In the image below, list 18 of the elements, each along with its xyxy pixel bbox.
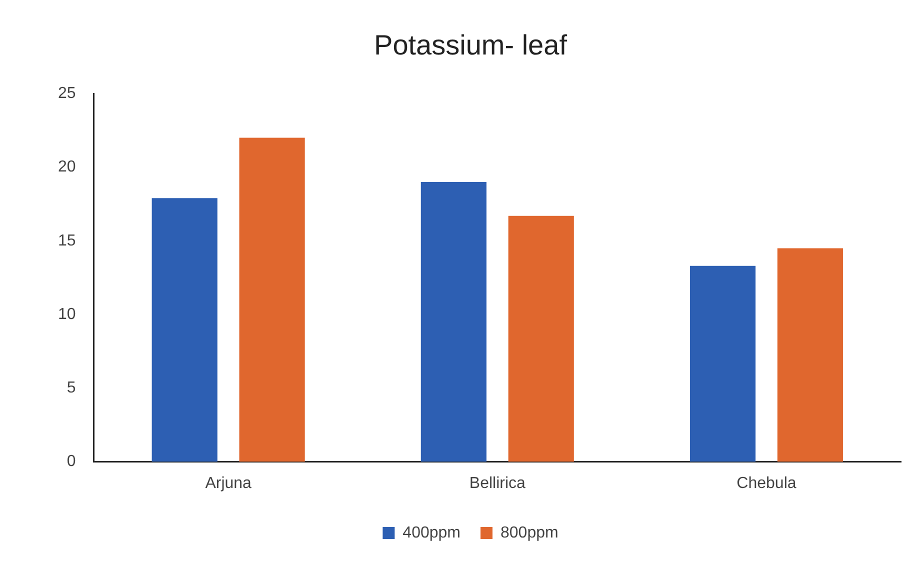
y-tick-label: 20 xyxy=(58,158,76,176)
bar xyxy=(420,182,486,462)
y-tick-label: 0 xyxy=(66,453,76,470)
y-tick-label: 5 xyxy=(66,380,76,397)
bar xyxy=(690,266,756,462)
legend-label: 800ppm xyxy=(500,524,558,542)
y-tick-label: 25 xyxy=(58,85,76,102)
legend-label: 400ppm xyxy=(402,524,461,542)
x-tick-label: Chebula xyxy=(736,474,796,492)
y-tick-label: 10 xyxy=(58,306,76,323)
bar xyxy=(508,216,574,462)
x-tick-label: Bellirica xyxy=(469,474,526,492)
bar xyxy=(239,138,305,462)
x-tick-label: Arjuna xyxy=(205,474,252,492)
bar xyxy=(777,248,843,462)
bar xyxy=(152,198,218,462)
chart-title: Potassium- leaf xyxy=(374,30,568,61)
y-tick-label: 15 xyxy=(58,232,76,250)
